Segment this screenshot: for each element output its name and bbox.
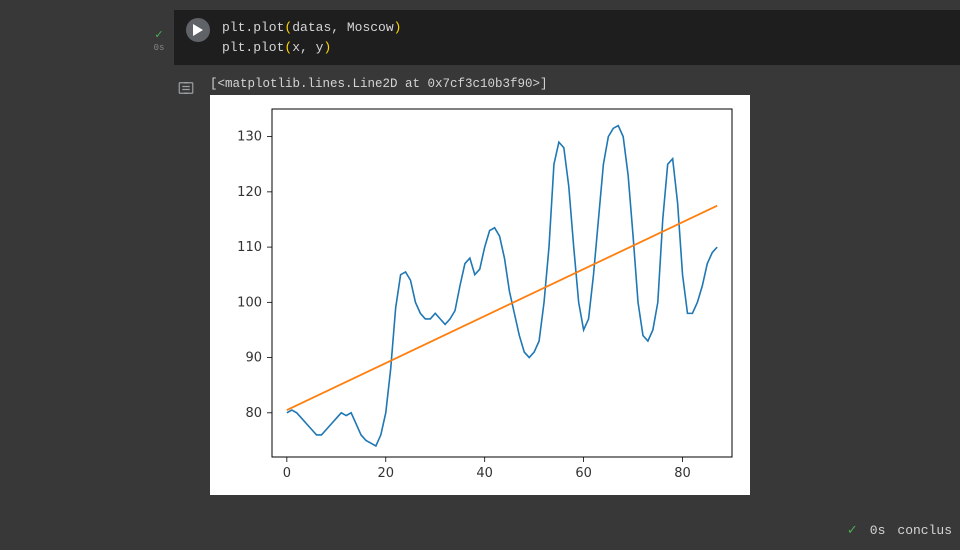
exec-time: 0s bbox=[154, 43, 165, 53]
svg-text:80: 80 bbox=[674, 466, 691, 481]
cell-status-gutter: ✓ 0s bbox=[150, 28, 168, 53]
svg-text:40: 40 bbox=[476, 466, 493, 481]
status-check-icon: ✓ bbox=[847, 523, 858, 538]
code-cell[interactable]: plt.plot(datas, Moscow) plt.plot(x, y) bbox=[174, 10, 960, 65]
status-bar: ✓ 0s conclus bbox=[839, 519, 960, 542]
status-label: conclus bbox=[897, 523, 952, 538]
svg-text:110: 110 bbox=[237, 240, 262, 255]
output-toggle-icon[interactable] bbox=[177, 79, 195, 102]
svg-text:20: 20 bbox=[377, 466, 394, 481]
status-time: 0s bbox=[870, 523, 886, 538]
svg-text:0: 0 bbox=[283, 466, 291, 481]
chart-output: 0 20 40 60 80 80 90 100 110 120 130 bbox=[210, 95, 750, 495]
svg-text:100: 100 bbox=[237, 295, 262, 310]
output-cell: [<matplotlib.lines.Line2D at 0x7cf3c10b3… bbox=[174, 77, 960, 495]
run-button[interactable] bbox=[186, 18, 210, 42]
svg-text:80: 80 bbox=[245, 406, 262, 421]
svg-text:130: 130 bbox=[237, 130, 262, 145]
code-editor[interactable]: plt.plot(datas, Moscow) plt.plot(x, y) bbox=[222, 18, 401, 57]
svg-text:60: 60 bbox=[575, 466, 592, 481]
svg-text:120: 120 bbox=[237, 185, 262, 200]
output-repr: [<matplotlib.lines.Line2D at 0x7cf3c10b3… bbox=[210, 77, 960, 91]
play-icon bbox=[193, 24, 203, 36]
check-icon: ✓ bbox=[154, 28, 163, 42]
svg-text:90: 90 bbox=[245, 351, 262, 366]
